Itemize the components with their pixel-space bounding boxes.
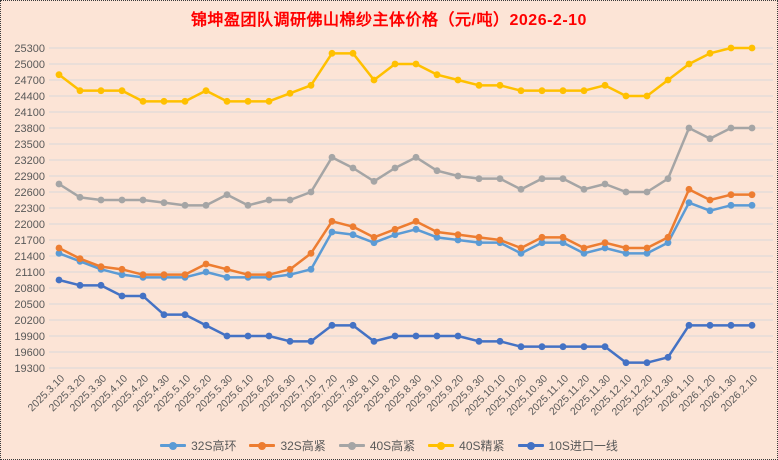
svg-text:21400: 21400 [14, 251, 45, 263]
svg-text:25300: 25300 [14, 43, 45, 55]
legend-marker-icon [428, 441, 455, 450]
legend-label: 40S高紧 [369, 439, 416, 453]
svg-text:24700: 24700 [14, 75, 45, 87]
svg-text:21100: 21100 [15, 267, 45, 279]
legend-label: 32S高紧 [280, 439, 326, 453]
svg-text:20200: 20200 [14, 315, 45, 327]
legend-label: 40S精紧 [459, 439, 505, 453]
legend-marker-icon [160, 441, 187, 450]
svg-text:21700: 21700 [14, 235, 45, 247]
svg-text:22000: 22000 [14, 219, 45, 231]
x-axis-labels: 2025.3.102025.3.202025.3.302025.4.102025… [26, 373, 761, 419]
legend-label: 32S高环 [191, 439, 237, 453]
y-axis-labels: 19300 19600 19900 20200 20500 20800 21100 21400… [14, 43, 45, 375]
svg-text:22300: 22300 [14, 203, 45, 215]
svg-text:20800: 20800 [14, 283, 45, 295]
series-40S高紧 [55, 124, 756, 209]
legend-item-40s-gaojin[interactable]: 40S高紧 [338, 437, 416, 454]
svg-text:20500: 20500 [14, 299, 45, 311]
svg-text:24100: 24100 [14, 107, 45, 119]
svg-text:23200: 23200 [14, 155, 45, 167]
svg-text:19600: 19600 [14, 347, 45, 359]
svg-text:25000: 25000 [14, 59, 45, 71]
legend-item-32s-gaohuan[interactable]: 32S高环 [160, 437, 236, 454]
svg-text:22900: 22900 [14, 171, 45, 183]
gridlines [49, 47, 773, 369]
legend: 32S高环 32S高紧 40S高紧 40S精紧 10S进口一线 [1, 437, 777, 454]
legend-marker-icon [249, 441, 276, 450]
svg-text:19900: 19900 [14, 331, 45, 343]
svg-text:22600: 22600 [14, 187, 45, 199]
svg-text:23500: 23500 [14, 139, 45, 151]
series-10S进口一线 [55, 276, 756, 367]
legend-marker-icon [517, 441, 544, 450]
series-40S精紧 [55, 44, 756, 105]
legend-label: 10S进口一线 [548, 439, 618, 453]
legend-item-32s-gaojin[interactable]: 32S高紧 [249, 437, 326, 454]
chart-title: 锦坤盈团队调研佛山棉纱主体价格（元/吨）2026-2-10 [191, 12, 587, 29]
svg-text:19300: 19300 [14, 363, 45, 375]
legend-marker-icon [338, 441, 365, 450]
series-32S高紧 [55, 185, 756, 279]
svg-text:24400: 24400 [14, 91, 45, 103]
svg-text:23800: 23800 [14, 123, 45, 135]
legend-item-40s-jingjin[interactable]: 40S精紧 [428, 437, 505, 454]
legend-item-10s-jinkou[interactable]: 10S进口一线 [517, 437, 618, 454]
